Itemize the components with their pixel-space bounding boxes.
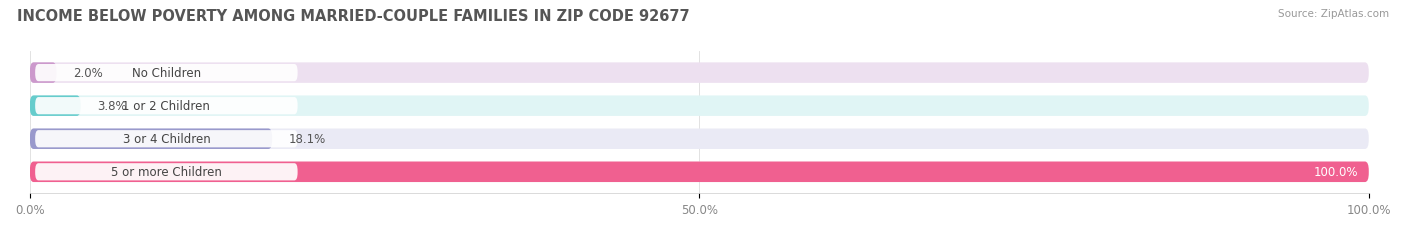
Text: No Children: No Children <box>132 67 201 80</box>
FancyBboxPatch shape <box>35 131 298 148</box>
Text: 100.0%: 100.0% <box>1313 166 1358 179</box>
Text: Source: ZipAtlas.com: Source: ZipAtlas.com <box>1278 9 1389 19</box>
Text: 1 or 2 Children: 1 or 2 Children <box>122 100 211 113</box>
Text: 3 or 4 Children: 3 or 4 Children <box>122 133 211 146</box>
FancyBboxPatch shape <box>35 65 298 82</box>
FancyBboxPatch shape <box>35 98 298 115</box>
Text: 5 or more Children: 5 or more Children <box>111 166 222 179</box>
FancyBboxPatch shape <box>30 96 1369 116</box>
Text: 2.0%: 2.0% <box>73 67 103 80</box>
FancyBboxPatch shape <box>30 96 80 116</box>
Text: INCOME BELOW POVERTY AMONG MARRIED-COUPLE FAMILIES IN ZIP CODE 92677: INCOME BELOW POVERTY AMONG MARRIED-COUPL… <box>17 9 689 24</box>
FancyBboxPatch shape <box>35 164 298 181</box>
Text: 3.8%: 3.8% <box>97 100 127 113</box>
FancyBboxPatch shape <box>30 162 1369 182</box>
FancyBboxPatch shape <box>30 63 56 83</box>
FancyBboxPatch shape <box>30 129 1369 149</box>
FancyBboxPatch shape <box>30 63 1369 83</box>
FancyBboxPatch shape <box>30 162 1369 182</box>
FancyBboxPatch shape <box>30 129 273 149</box>
Text: 18.1%: 18.1% <box>288 133 325 146</box>
